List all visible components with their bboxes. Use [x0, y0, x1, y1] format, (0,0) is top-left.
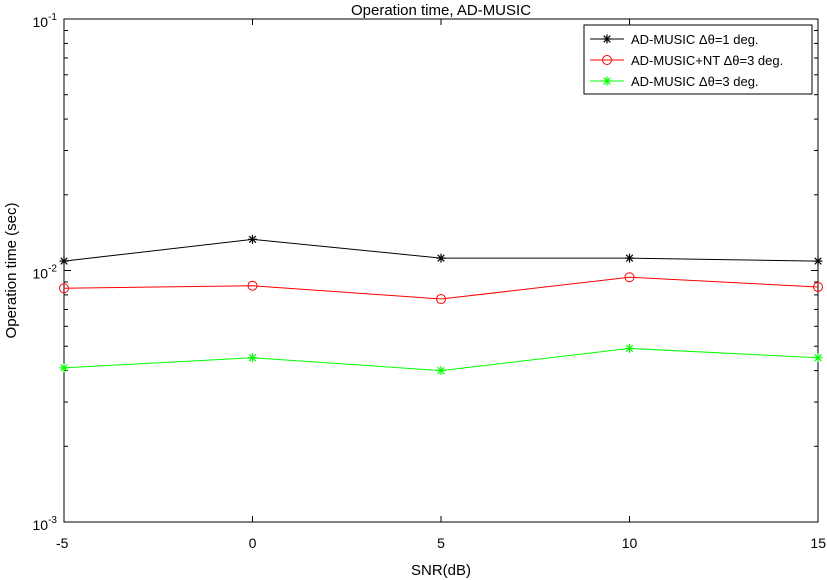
legend-label: AD-MUSIC Δθ=3 deg. [631, 74, 759, 89]
data-point [813, 281, 823, 292]
series-2 [59, 272, 823, 305]
marker-stroke [625, 254, 634, 262]
legend-marker [602, 34, 612, 44]
marker-stroke [437, 366, 445, 375]
plot-area [63, 18, 819, 523]
marker-stroke [248, 353, 257, 362]
data-point [59, 283, 69, 294]
legend: AD-MUSIC Δθ=1 deg. AD-MUSIC+NT Δθ=3 deg. A… [583, 24, 813, 95]
marker-stroke [437, 254, 445, 262]
data-point [59, 256, 69, 266]
x-tick-label: -5 [56, 535, 69, 551]
y-tick-label: 10-2 [33, 264, 58, 282]
data-point [247, 280, 258, 291]
data-point [436, 366, 446, 376]
series-line [63, 276, 819, 300]
axis-ticks: -5 0 5 10 15 10-3 10-2 10-1 [33, 12, 827, 551]
marker-stroke [60, 257, 68, 265]
data-point [436, 253, 446, 263]
data-point [813, 256, 823, 266]
marker-stroke [814, 257, 822, 265]
x-tick-label: 10 [622, 535, 638, 551]
legend-marker [602, 55, 612, 65]
series-1 [59, 234, 823, 266]
marker-stroke [60, 364, 68, 372]
y-tick-label: 10-1 [33, 12, 58, 30]
legend-entry: AD-MUSIC Δθ=3 deg. [590, 74, 759, 89]
marker-stroke [603, 35, 611, 43]
x-tick-label: 5 [437, 535, 445, 551]
legend-marker [602, 76, 612, 86]
data-point [248, 234, 257, 244]
y-axis-label: Operation time (sec) [3, 203, 20, 339]
x-tick-label: 15 [810, 535, 826, 551]
data-point [813, 353, 823, 363]
data-point [625, 343, 634, 353]
legend-label: AD-MUSIC+NT Δθ=3 deg. [631, 53, 783, 68]
data-point [436, 294, 446, 305]
data-point [624, 272, 635, 283]
x-axis-label: SNR(dB) [411, 562, 471, 579]
marker-stroke [603, 77, 611, 85]
legend-label: AD-MUSIC Δθ=1 deg. [631, 32, 759, 47]
data-point [59, 363, 69, 373]
marker-stroke [814, 353, 822, 362]
y-tick-label: 10-3 [33, 515, 58, 533]
marker-stroke [248, 235, 257, 244]
data-point [248, 353, 257, 363]
chart-title: Operation time, AD-MUSIC [351, 2, 531, 19]
legend-entry: AD-MUSIC+NT Δθ=3 deg. [590, 53, 783, 68]
series-layer [59, 234, 823, 376]
series-3 [59, 343, 823, 376]
marker-stroke [625, 344, 634, 353]
data-point [625, 253, 634, 263]
x-tick-label: 0 [249, 535, 257, 551]
legend-entry: AD-MUSIC Δθ=1 deg. [590, 32, 759, 47]
